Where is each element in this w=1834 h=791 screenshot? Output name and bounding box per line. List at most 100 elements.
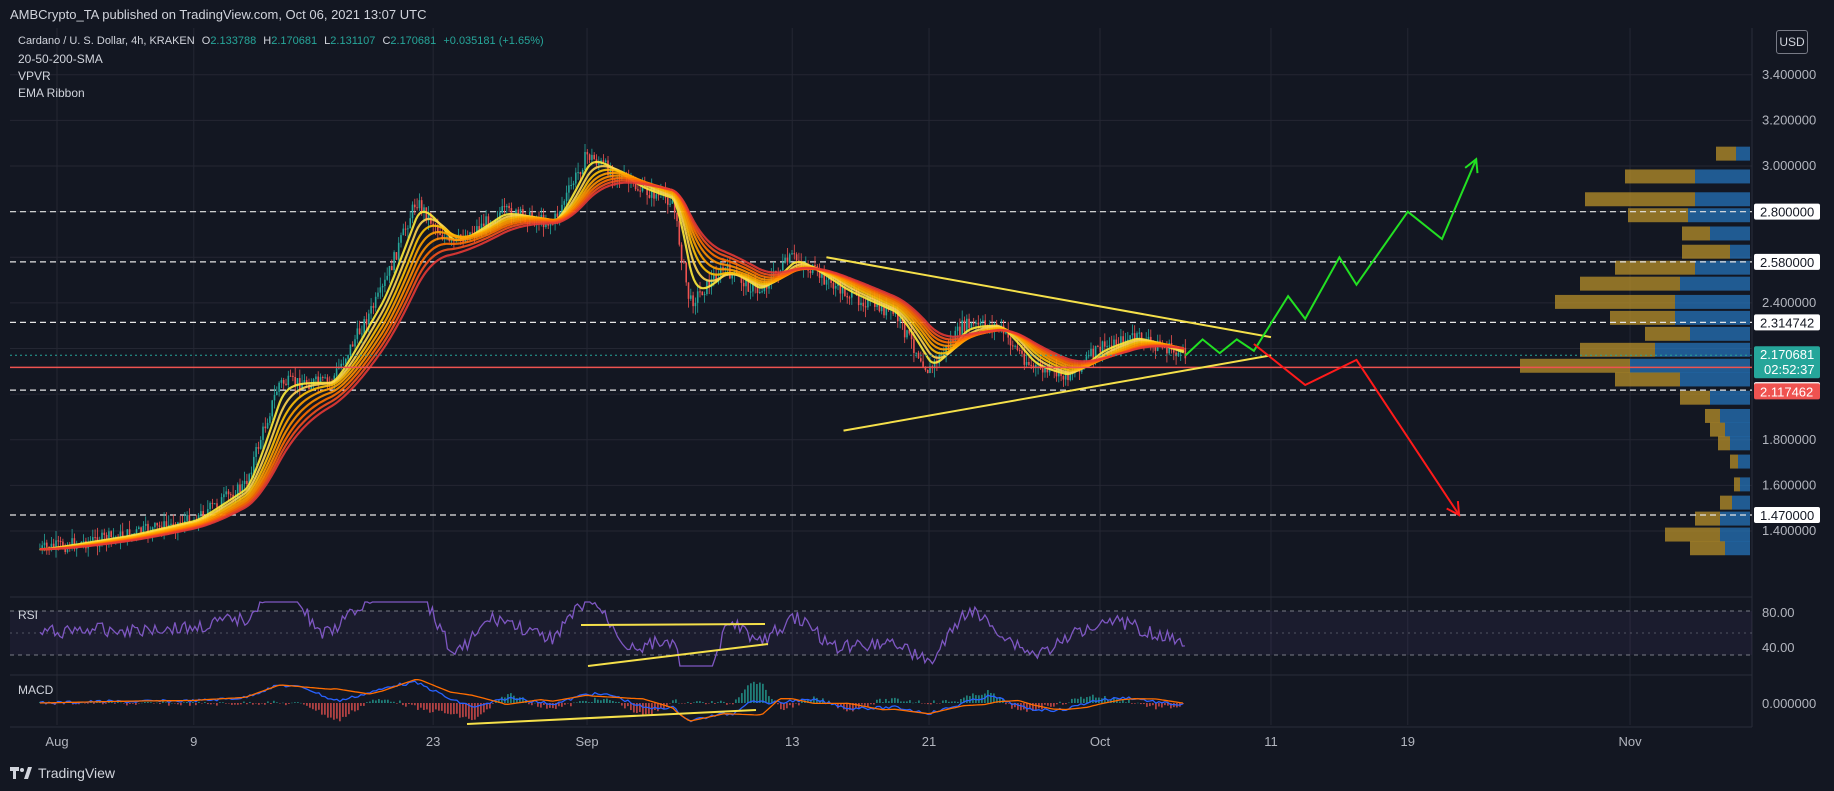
red-level-tag-bg: [1754, 383, 1820, 400]
candle-body: [1016, 345, 1019, 351]
candle-body: [1092, 348, 1095, 358]
candle-body: [1018, 350, 1021, 352]
vpvr-bar-up: [1680, 372, 1750, 387]
macd-hist-bar: [366, 702, 368, 703]
candle-body: [1064, 370, 1067, 380]
candle-body: [310, 385, 313, 390]
candle-body: [982, 320, 984, 322]
candle-body: [1147, 336, 1150, 340]
candle-body: [345, 358, 347, 364]
candle-body: [1115, 339, 1118, 346]
candle-body: [255, 447, 257, 457]
macd-hist-bar: [870, 703, 872, 705]
macd-hist-bar: [645, 703, 647, 715]
candle-body: [683, 261, 685, 263]
macd-hist-bar: [756, 684, 758, 703]
rsi-label[interactable]: RSI: [18, 608, 39, 622]
candle-body: [110, 531, 113, 538]
macd-hist-bar: [84, 703, 86, 704]
vpvr-bar-up: [1688, 208, 1750, 223]
macd-hist-bar: [798, 703, 800, 706]
candle-body: [832, 282, 835, 289]
candle-body: [1067, 370, 1069, 381]
candle-body: [968, 318, 970, 328]
level-tag-4: 1.470000: [1754, 507, 1820, 524]
macd-hist-bar: [300, 702, 302, 704]
macd-hist-bar: [915, 702, 917, 703]
macd-hist-bar: [291, 702, 293, 704]
candle-body: [598, 163, 600, 165]
candle-body: [634, 181, 637, 190]
candle-body: [545, 224, 547, 228]
candle-body: [671, 200, 674, 204]
macd-hist-bar: [618, 701, 620, 703]
macd-hist-bar: [351, 703, 353, 711]
macd-hist-bar: [273, 700, 275, 703]
macd-hist-bar: [303, 703, 305, 705]
currency-button[interactable]: USD: [1776, 30, 1808, 54]
vpvr-bar-up: [1730, 244, 1750, 259]
indicator-vpvr[interactable]: VPVR: [18, 69, 51, 83]
macd-hist-bar: [666, 703, 668, 708]
candle-body: [979, 321, 982, 325]
macd-hist-bar: [891, 698, 893, 703]
candle-body: [216, 503, 218, 508]
ohlc-open: O2.133788: [201, 35, 257, 47]
level-tag-1: 2.580000: [1754, 253, 1820, 270]
candle-body: [699, 291, 701, 293]
candle-body: [41, 545, 44, 550]
macd-hist-bar: [342, 703, 344, 717]
macd-hist-bar: [801, 700, 803, 703]
price-tick-0: 3.400000: [1762, 67, 1816, 82]
indicator-sma[interactable]: 20-50-200-SMA: [18, 52, 103, 66]
macd-hist-bar: [939, 703, 941, 704]
candle-body: [825, 279, 828, 285]
macd-hist-bar: [933, 700, 935, 703]
macd-hist-bar: [957, 701, 959, 703]
macd-hist-bar: [843, 703, 845, 710]
macd-hist-bar: [252, 703, 254, 705]
candle-body: [92, 537, 94, 541]
macd-hist-bar: [285, 703, 287, 706]
candle-body: [230, 494, 232, 496]
candle-body: [103, 532, 106, 535]
macd-hist-bar: [867, 703, 869, 707]
macd-hist-bar: [792, 703, 794, 708]
candle-body: [386, 275, 389, 280]
macd-hist-bar: [1170, 703, 1172, 709]
candle-body: [340, 363, 343, 368]
candle-body: [593, 154, 596, 160]
candle-body: [883, 305, 885, 316]
date-tick-3: Sep: [575, 734, 598, 749]
candle-body: [1028, 361, 1030, 365]
candle-body: [667, 197, 669, 205]
candle-body: [64, 547, 67, 552]
candle-body: [828, 277, 830, 280]
candle-body: [602, 160, 605, 163]
candle-body: [1090, 348, 1092, 355]
candle-body: [637, 189, 639, 191]
macd-hist-bar: [900, 701, 902, 703]
candle-body: [740, 276, 743, 283]
macd-hist-bar: [780, 703, 782, 710]
candle-body: [673, 200, 676, 213]
date-tick-2: 23: [426, 734, 440, 749]
candle-body: [294, 376, 297, 386]
macd-label[interactable]: MACD: [18, 683, 54, 697]
candle-body: [420, 200, 423, 212]
candle-body: [209, 502, 211, 510]
vpvr-bar-down: [1555, 294, 1675, 309]
symbol-name[interactable]: Cardano / U. S. Dollar, 4h, KRAKEN: [18, 35, 195, 47]
macd-hist-bar: [621, 703, 623, 706]
macd-hist-bar: [633, 703, 635, 713]
macd-hist-bar: [216, 703, 218, 706]
candle-body: [425, 207, 428, 221]
candle-body: [591, 154, 593, 160]
macd-hist-bar: [996, 697, 998, 703]
candle-body: [897, 311, 899, 322]
date-tick-8: 19: [1401, 734, 1415, 749]
indicator-ema-ribbon[interactable]: EMA Ribbon: [18, 86, 85, 100]
macd-hist-bar: [591, 702, 593, 703]
candle-body: [841, 287, 844, 294]
